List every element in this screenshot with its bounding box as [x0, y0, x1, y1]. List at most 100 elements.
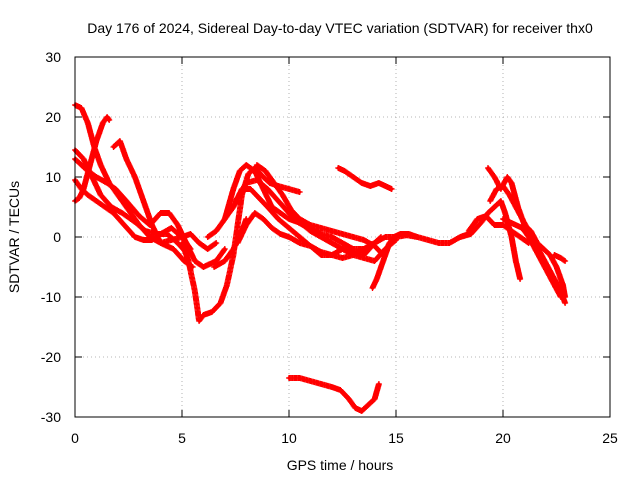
- data-point: [509, 181, 514, 185]
- data-point: [111, 211, 116, 215]
- data-point: [244, 163, 248, 167]
- data-point: [507, 193, 512, 197]
- data-point: [499, 199, 503, 203]
- data-point: [518, 235, 522, 239]
- data-point: [467, 229, 471, 233]
- data-point: [542, 247, 546, 251]
- data-point: [488, 199, 492, 203]
- y-tick-label: 30: [45, 49, 61, 65]
- data-point: [266, 187, 270, 191]
- data-point: [351, 253, 355, 257]
- data-point: [169, 238, 173, 242]
- y-axis-tick-labels: -30 -20 -10 0 10 20 30: [41, 49, 61, 425]
- data-point: [336, 166, 340, 170]
- data-point: [319, 250, 323, 254]
- data-point: [533, 247, 537, 251]
- data-point: [77, 196, 81, 200]
- data-point: [340, 232, 345, 236]
- data-point: [377, 181, 381, 185]
- data-point: [501, 184, 505, 188]
- data-point: [287, 235, 291, 239]
- data-point: [231, 187, 235, 191]
- data-point: [362, 256, 366, 260]
- chart-title: Day 176 of 2024, Sidereal Day-to-day VTE…: [87, 20, 593, 36]
- data-point: [150, 238, 154, 242]
- data-point: [201, 313, 205, 317]
- data-point: [248, 187, 253, 191]
- data-point: [231, 205, 235, 209]
- data-point: [270, 226, 274, 230]
- data-point: [238, 169, 242, 173]
- x-tick-label: 5: [178, 430, 186, 446]
- data-point: [238, 235, 242, 239]
- data-point: [159, 211, 163, 215]
- x-tick-label: 15: [388, 430, 404, 446]
- data-point: [415, 235, 419, 239]
- data-point: [105, 181, 109, 185]
- series-track-6: [110, 138, 220, 252]
- data-point: [390, 187, 394, 191]
- data-point: [182, 259, 186, 263]
- data-point: [214, 259, 218, 263]
- data-point: [520, 217, 524, 221]
- data-point: [197, 319, 201, 323]
- data-point: [94, 175, 98, 179]
- data-point: [505, 175, 509, 179]
- data-point: [298, 190, 302, 194]
- data-point: [176, 241, 180, 245]
- data-point: [109, 205, 113, 209]
- data-point: [486, 211, 490, 215]
- data-point: [373, 259, 377, 263]
- x-axis-tick-labels: 0 5 10 15 20 25: [71, 430, 618, 446]
- data-point: [99, 163, 103, 167]
- series-track-16: [286, 375, 382, 414]
- data-point: [186, 259, 191, 263]
- data-point: [287, 217, 291, 221]
- x-tick-label: 0: [71, 430, 79, 446]
- data-point: [501, 223, 505, 227]
- data-point: [347, 397, 351, 401]
- data-point: [206, 235, 210, 239]
- data-point: [377, 382, 381, 386]
- data-point: [527, 241, 531, 245]
- data-point: [206, 247, 210, 251]
- data-point: [383, 235, 387, 239]
- data-point: [480, 220, 484, 224]
- data-point: [330, 235, 334, 239]
- data-point: [559, 256, 563, 260]
- data-point: [287, 187, 291, 191]
- data-point: [197, 241, 201, 245]
- data-point: [287, 226, 291, 230]
- data-point: [218, 301, 223, 305]
- data-point: [255, 178, 259, 182]
- data-point: [351, 235, 355, 239]
- data-point: [176, 223, 180, 227]
- data-point: [563, 259, 567, 263]
- x-axis-label: GPS time / hours: [287, 457, 394, 473]
- data-point: [94, 199, 98, 203]
- data-point: [426, 238, 430, 242]
- data-point: [383, 184, 387, 188]
- data-point: [99, 193, 103, 197]
- data-point: [319, 382, 323, 386]
- data-point: [486, 166, 490, 170]
- data-point: [253, 211, 257, 215]
- data-point: [223, 259, 227, 263]
- data-point: [554, 265, 559, 269]
- data-point: [338, 388, 342, 392]
- data-point: [527, 229, 531, 233]
- data-point: [188, 232, 193, 236]
- data-point: [210, 310, 214, 314]
- data-point: [387, 241, 392, 245]
- data-point: [105, 115, 109, 119]
- data-point: [507, 220, 512, 224]
- data-point: [527, 235, 531, 239]
- data-point: [86, 193, 90, 197]
- data-point: [475, 217, 479, 221]
- data-point: [159, 241, 163, 245]
- data-point: [514, 259, 518, 263]
- data-point: [257, 196, 261, 200]
- data-point: [133, 235, 137, 239]
- series-track-22: [551, 252, 569, 264]
